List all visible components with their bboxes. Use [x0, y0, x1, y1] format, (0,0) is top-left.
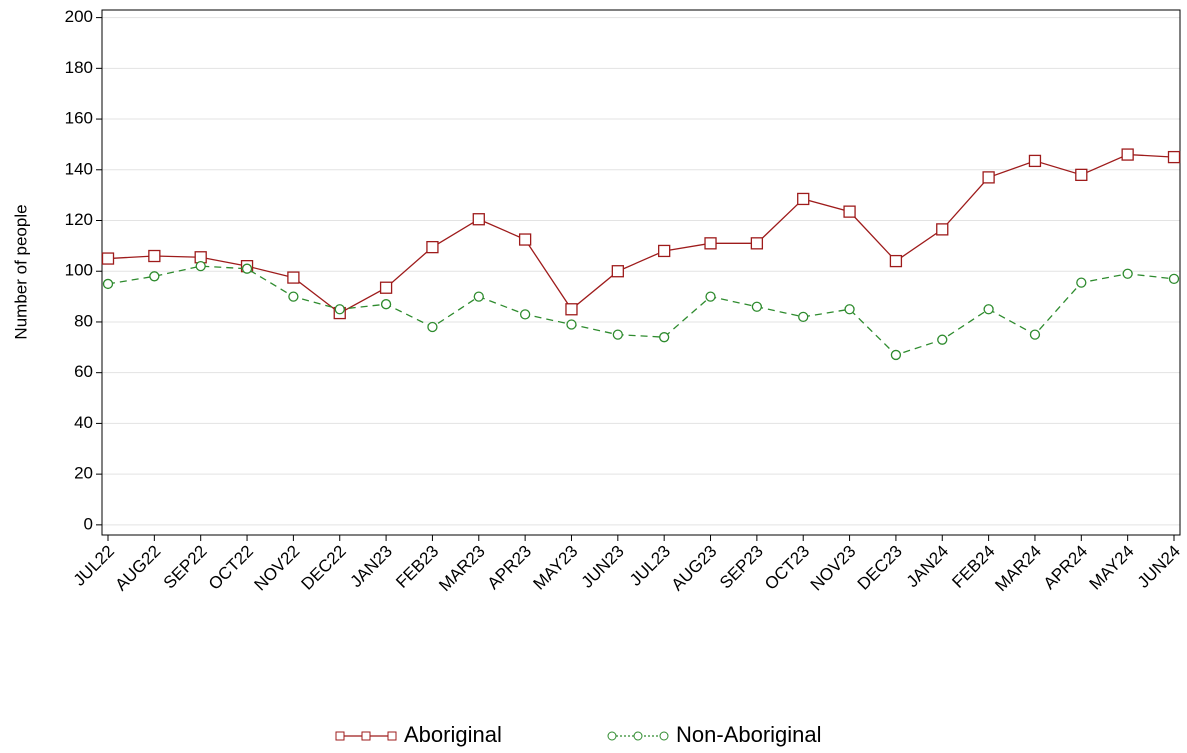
x-tick-label: AUG23 [668, 542, 721, 595]
y-tick-label: 80 [74, 311, 93, 330]
marker [380, 299, 392, 310]
x-tick-label: DEC23 [854, 542, 906, 594]
x-tick-label: JUL22 [70, 542, 118, 590]
marker [472, 213, 485, 226]
marker [1168, 273, 1180, 284]
legend-item: Non-Aboriginal [607, 722, 822, 747]
x-tick-label: MAR24 [991, 542, 1045, 596]
x-tick-label: OCT23 [761, 542, 813, 594]
x-tick-label: MAY23 [530, 542, 582, 594]
marker [1028, 154, 1042, 168]
x-tick-label: JUN24 [1134, 542, 1184, 592]
y-tick-label: 20 [74, 464, 93, 483]
marker [844, 304, 855, 315]
x-tick-label: JAN23 [347, 542, 397, 592]
marker [937, 334, 948, 345]
legend-label: Non-Aboriginal [676, 722, 822, 747]
marker [566, 319, 577, 330]
marker [611, 265, 624, 278]
series-line [107, 153, 1175, 314]
legend-marker [659, 731, 669, 741]
legend-label: Aboriginal [404, 722, 502, 747]
x-tick-label: NOV23 [807, 542, 860, 595]
marker [473, 291, 484, 302]
marker [658, 244, 671, 258]
marker [705, 291, 716, 302]
marker [379, 281, 393, 294]
x-tick-label: OCT22 [205, 542, 257, 594]
x-tick-label: SEP22 [160, 542, 211, 593]
marker [149, 271, 160, 282]
legend-marker [335, 731, 345, 741]
x-tick-label: FEB24 [948, 542, 998, 592]
marker [518, 233, 532, 246]
marker [334, 304, 345, 315]
x-tick-label: APR24 [1040, 542, 1092, 594]
marker [797, 192, 810, 206]
x-tick-label: AUG22 [111, 542, 164, 595]
x-tick-label: DEC22 [298, 542, 350, 594]
marker [288, 291, 299, 302]
x-tick-label: NOV22 [251, 542, 304, 595]
marker [889, 254, 903, 268]
marker [148, 249, 161, 263]
y-tick-label: 140 [65, 159, 93, 178]
y-tick-label: 40 [74, 413, 93, 432]
marker [843, 205, 856, 218]
marker [612, 329, 623, 340]
marker [1076, 277, 1087, 288]
x-tick-label: SEP23 [716, 542, 767, 593]
marker [751, 301, 763, 312]
marker [890, 349, 902, 361]
marker [1075, 168, 1088, 182]
legend-marker [633, 731, 643, 741]
legend-marker [361, 731, 371, 741]
y-tick-label: 60 [74, 362, 93, 381]
marker [426, 240, 439, 254]
x-tick-label: MAR23 [435, 542, 489, 596]
x-tick-label: JAN24 [903, 542, 953, 592]
x-tick-label: JUL23 [626, 542, 674, 590]
x-tick-label: JUN23 [578, 542, 628, 592]
legend-marker [387, 731, 397, 741]
legend-item: Aboriginal [335, 722, 502, 747]
y-tick-label: 120 [65, 210, 93, 229]
marker [1122, 268, 1133, 279]
legend-marker [607, 731, 617, 741]
marker [241, 263, 253, 274]
plot-frame [101, 9, 1181, 536]
marker [1167, 150, 1181, 164]
y-tick-label: 200 [65, 7, 93, 26]
marker [704, 237, 717, 250]
x-tick-label: FEB23 [392, 542, 442, 592]
marker [750, 237, 764, 250]
marker [427, 321, 438, 333]
y-tick-label: 180 [65, 58, 93, 77]
marker [102, 278, 114, 290]
y-tick-label: 0 [84, 514, 93, 533]
marker [195, 261, 206, 272]
marker [983, 304, 994, 315]
series-line [107, 265, 1175, 356]
marker [798, 311, 809, 323]
y-axis-label: Number of people [11, 204, 30, 339]
marker [565, 303, 578, 316]
y-tick-label: 160 [65, 109, 93, 128]
marker [659, 332, 670, 343]
y-tick-label: 100 [65, 261, 93, 280]
marker [101, 252, 115, 265]
marker [1121, 148, 1134, 161]
marker [287, 271, 300, 284]
x-tick-label: MAY24 [1086, 542, 1138, 594]
marker [936, 223, 949, 236]
marker [982, 171, 995, 184]
marker [519, 309, 531, 320]
marker [1029, 329, 1041, 340]
x-tick-label: APR23 [484, 542, 536, 594]
